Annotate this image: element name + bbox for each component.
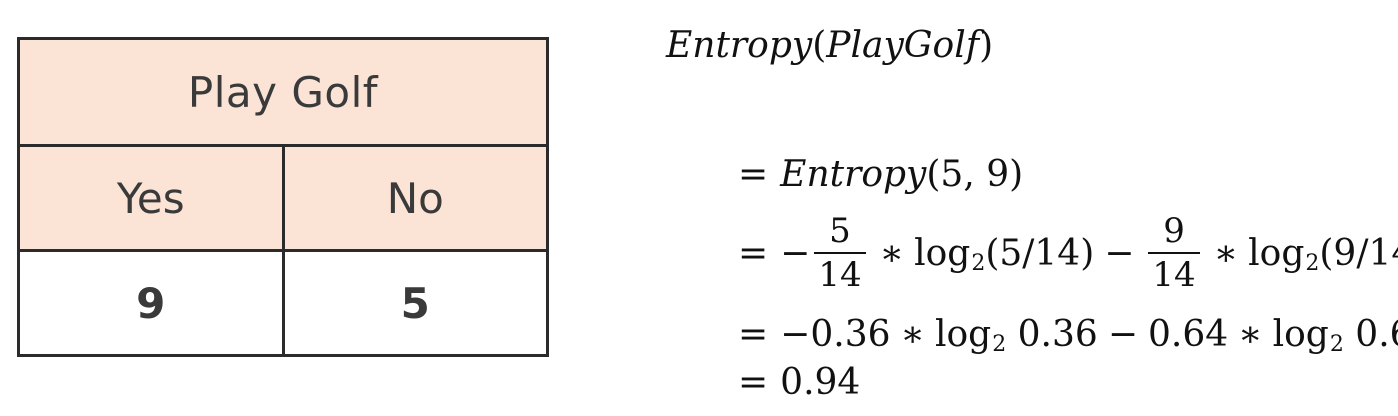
table-row: 9 5 bbox=[17, 249, 549, 357]
table-header-play-golf: Play Golf bbox=[17, 37, 549, 147]
table-subheader-row: Yes No bbox=[17, 144, 549, 252]
fraction-2: 9 14 bbox=[1148, 214, 1200, 292]
line1-fn: Entropy bbox=[780, 154, 927, 195]
entropy-arg: PlayGolf bbox=[826, 25, 980, 66]
entropy-result: 0.94 bbox=[780, 362, 861, 403]
table-header-row: Play Golf bbox=[17, 37, 549, 147]
value-no: 5 bbox=[281, 249, 549, 357]
column-no: No bbox=[281, 144, 549, 252]
log2-arg: (9/14) bbox=[1319, 232, 1398, 274]
line1-args: (5, 9) bbox=[926, 154, 1024, 195]
equation-line-4: = 0.94 bbox=[738, 362, 861, 403]
column-yes: Yes bbox=[17, 144, 285, 252]
log1-arg: (5/14) bbox=[985, 232, 1095, 274]
equation-line-1: = Entropy (5, 9) bbox=[738, 154, 1024, 195]
value-yes: 9 bbox=[17, 249, 285, 357]
play-golf-table: Play Golf Yes No 9 5 bbox=[17, 37, 549, 357]
entropy-title: Entropy(PlayGolf) bbox=[666, 25, 994, 66]
fraction-1: 5 14 bbox=[814, 214, 866, 292]
entropy-fn: Entropy bbox=[666, 25, 813, 66]
